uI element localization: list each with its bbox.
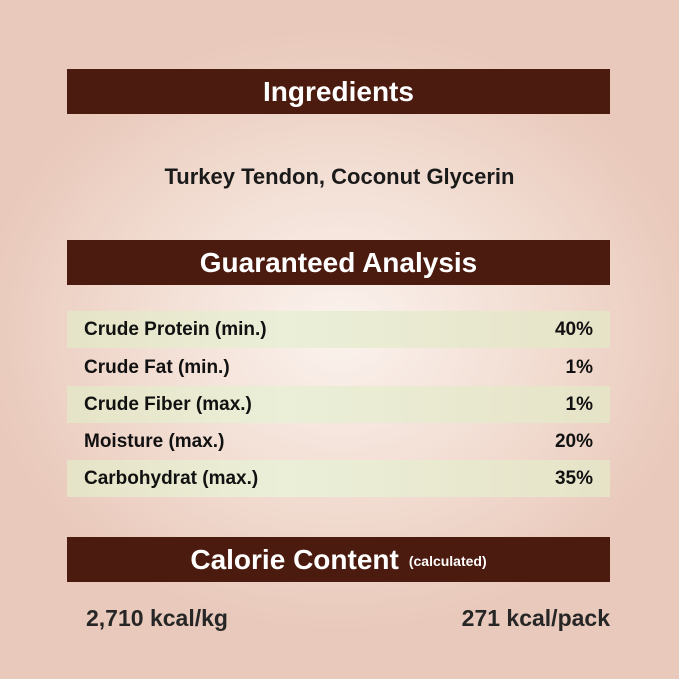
row-value: 1% [565,394,593,415]
row-label: Crude Fiber (max.) [84,394,252,415]
row-value: 40% [554,319,593,340]
calorie-per-kg: 2,710 kcal/kg [86,605,228,631]
row-value: 35% [554,468,593,489]
analysis-row: Carbohydrat (max.) 35% [67,460,610,497]
row-label: Crude Protein (min.) [84,319,267,340]
analysis-banner: Guaranteed Analysis [67,240,610,285]
ingredients-banner: Ingredients [67,69,610,114]
row-label: Moisture (max.) [84,431,225,452]
calorie-title: Calorie Content [190,544,399,575]
analysis-title: Guaranteed Analysis [199,247,478,278]
calorie-banner: Calorie Content (calculated) [67,537,610,582]
row-label: Crude Fat (min.) [84,357,230,378]
row-value: 1% [565,357,593,378]
analysis-row: Crude Fiber (max.) 1% [67,386,610,423]
ingredients-text: Turkey Tendon, Coconut Glycerin [164,164,515,189]
analysis-row: Moisture (max.) 20% [67,423,610,460]
analysis-row: Crude Protein (min.) 40% [67,311,610,348]
calorie-per-pack: 271 kcal/pack [461,605,610,631]
ingredients-title: Ingredients [263,76,414,107]
row-value: 20% [554,431,593,452]
row-label: Carbohydrat (max.) [84,468,259,489]
analysis-row: Crude Fat (min.) 1% [67,349,610,386]
calorie-note: (calculated) [408,553,487,570]
